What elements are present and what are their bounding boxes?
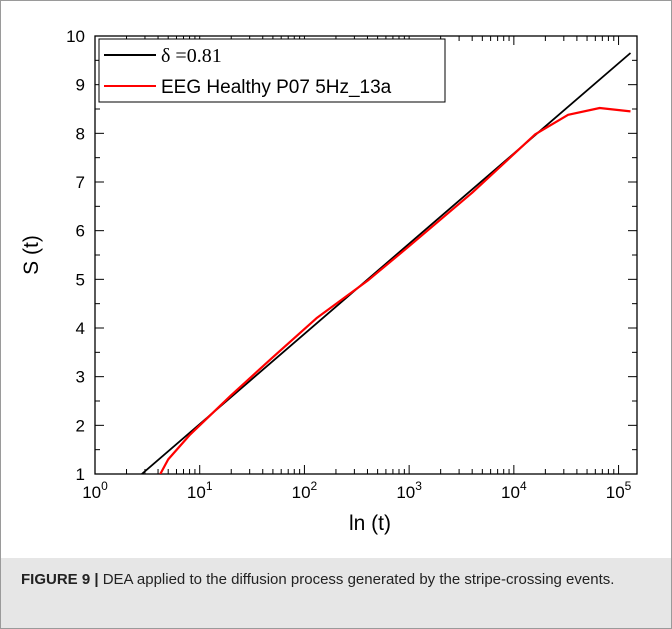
y-tick-label-9: 10	[66, 27, 85, 46]
y-tick-label-7: 8	[76, 124, 85, 143]
y-tick-label-5: 6	[76, 222, 85, 241]
series-group	[141, 52, 632, 474]
x-tick-label-5: 105	[606, 479, 632, 502]
legend-label-0: δ =0.81	[161, 45, 222, 67]
y-tick-label-6: 7	[76, 173, 85, 192]
x-tick-label-3: 103	[396, 479, 422, 502]
x-tick-label-2: 102	[292, 479, 318, 502]
caption-text: DEA applied to the diffusion process gen…	[98, 571, 615, 588]
y-tick-labels: 1 2 3 4 5 6 7 8 9 10	[66, 27, 85, 484]
figure-caption: FIGURE 9 | DEA applied to the diffusion …	[21, 568, 641, 591]
x-tick-label-1: 101	[187, 479, 213, 502]
x-tick-label-4: 104	[501, 479, 527, 502]
plot-area	[94, 35, 638, 475]
series-line-1	[159, 106, 631, 474]
legend-label-1: EEG Healthy P07 5Hz_13a	[161, 77, 392, 98]
y-tick-label-8: 9	[76, 76, 85, 95]
caption-label: FIGURE 9 |	[21, 571, 99, 588]
y-axis-title: S (t)	[20, 235, 43, 275]
chart: 100 101 102 103 104 105 1 2 3 4 5 6 7 8 9 10 ln (t) S …	[20, 27, 638, 535]
x-axis-title: ln (t)	[349, 512, 391, 535]
legend: δ =0.81 EEG Healthy P07 5Hz_13a	[98, 38, 446, 103]
x-tick-labels: 100 101 102 103 104 105	[82, 479, 631, 502]
legend-box	[98, 38, 446, 103]
y-tick-label-4: 5	[76, 270, 85, 289]
y-tick-label-1: 2	[76, 416, 85, 435]
y-tick-label-0: 1	[76, 465, 85, 484]
x-tick-label-0: 100	[82, 479, 108, 502]
y-tick-label-2: 3	[76, 368, 85, 387]
caption-panel: FIGURE 9 | DEA applied to the diffusion …	[1, 558, 671, 628]
y-tick-label-3: 4	[76, 319, 85, 338]
